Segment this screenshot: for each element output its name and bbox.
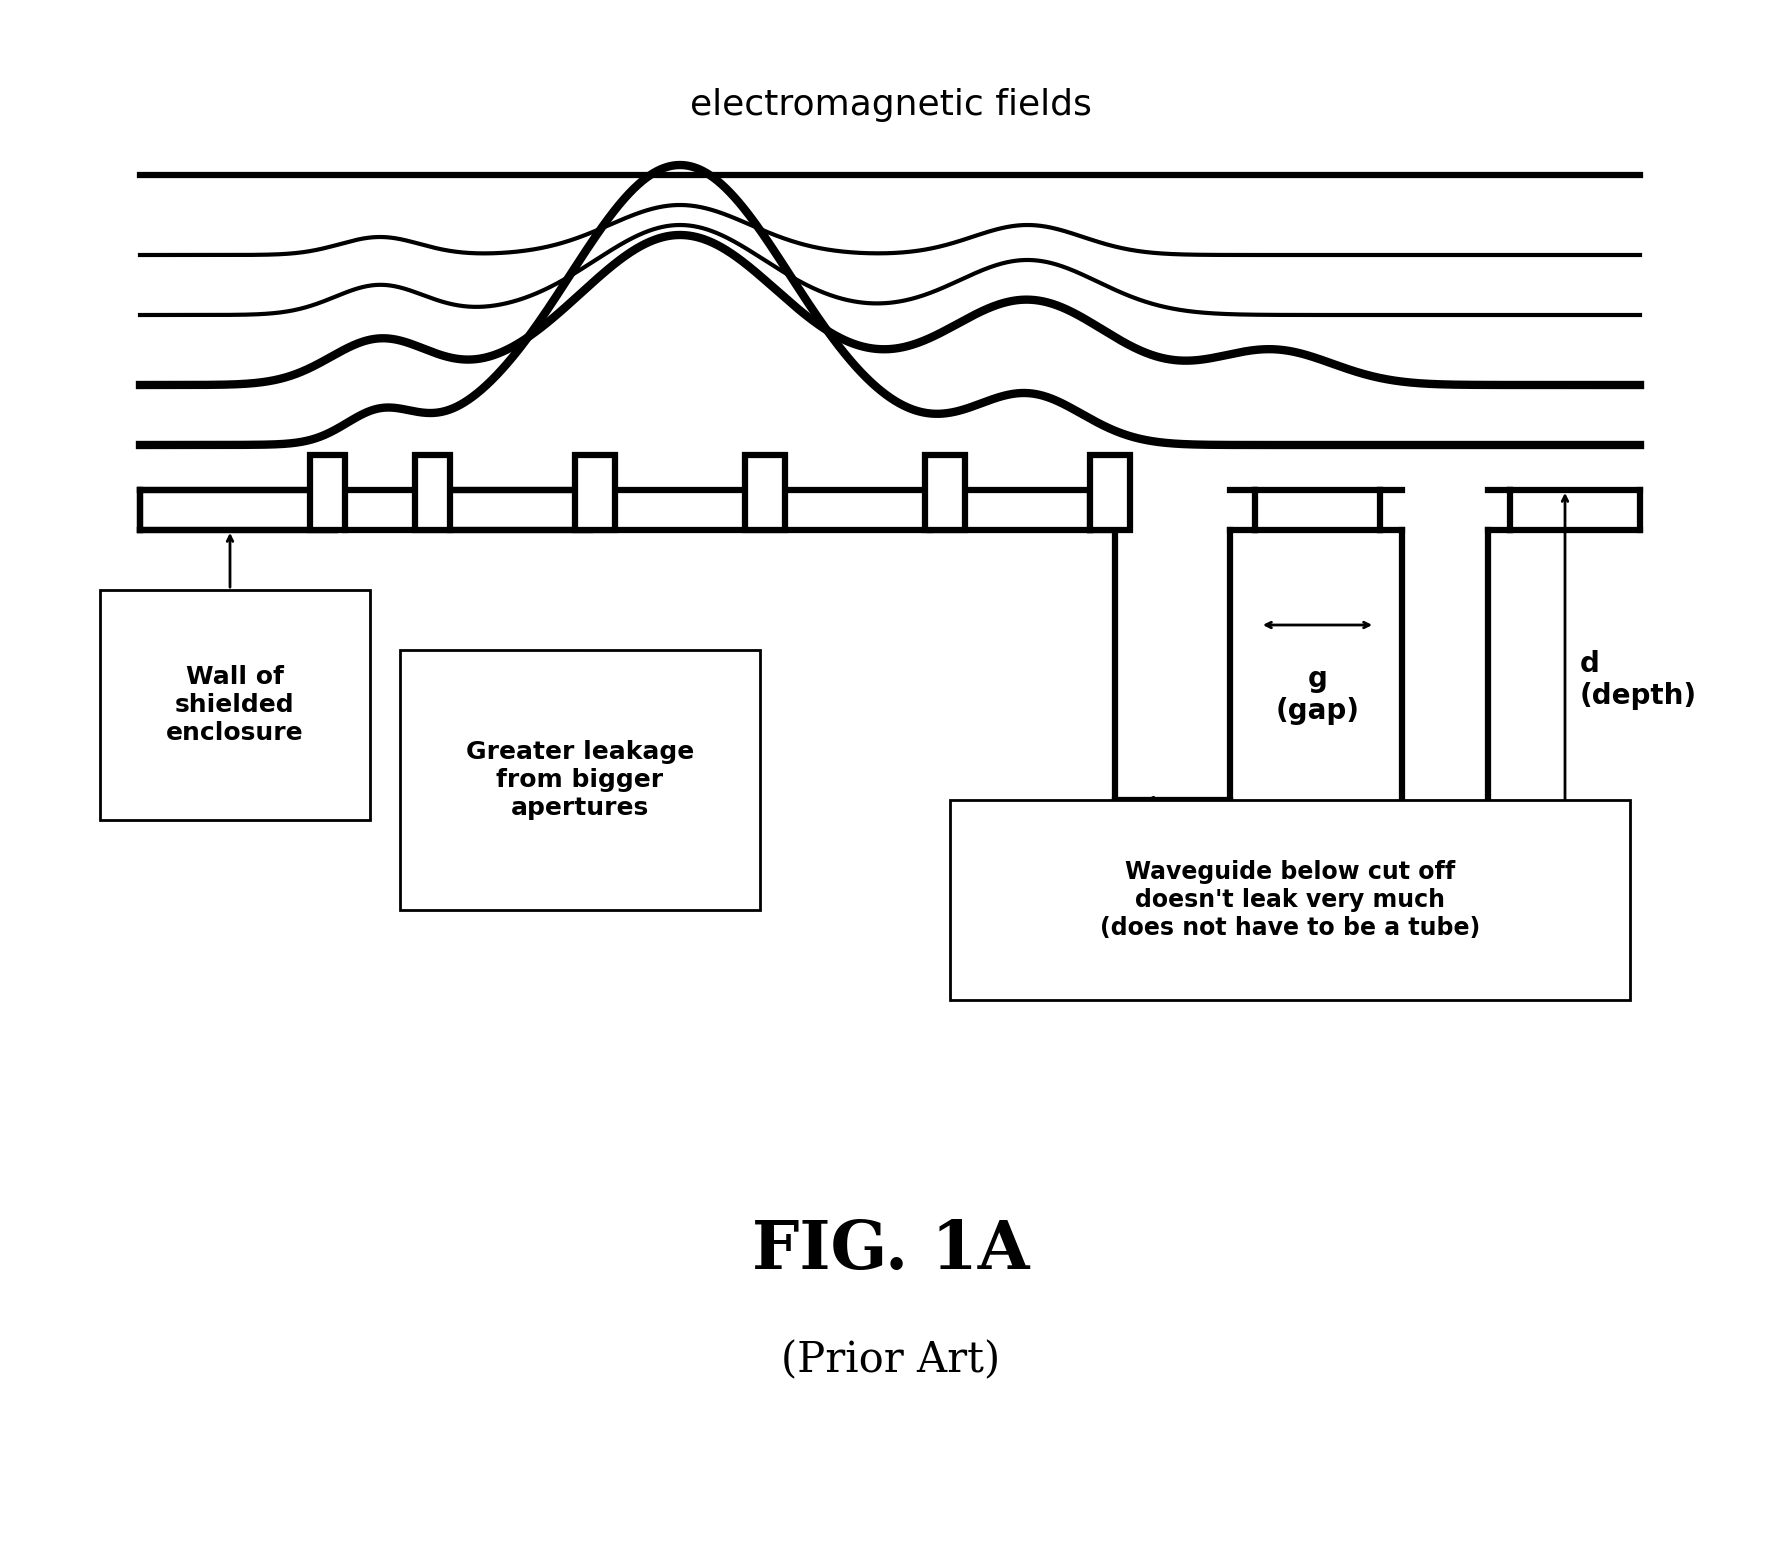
Bar bbox=[399, 650, 759, 910]
Bar bbox=[950, 800, 1629, 999]
Bar bbox=[925, 455, 964, 531]
Bar bbox=[574, 455, 615, 531]
Bar bbox=[415, 455, 449, 531]
Bar bbox=[100, 589, 371, 820]
Bar bbox=[310, 455, 344, 531]
Bar bbox=[1089, 455, 1130, 531]
Text: d
(depth): d (depth) bbox=[1579, 650, 1696, 710]
Text: Greater leakage
from bigger
apertures: Greater leakage from bigger apertures bbox=[465, 739, 693, 820]
Text: g
(gap): g (gap) bbox=[1274, 665, 1358, 726]
Bar bbox=[745, 455, 784, 531]
Text: (Prior Art): (Prior Art) bbox=[781, 1340, 1000, 1381]
Text: FIG. 1A: FIG. 1A bbox=[752, 1217, 1030, 1282]
Text: Wall of
shielded
enclosure: Wall of shielded enclosure bbox=[166, 665, 303, 744]
Text: electromagnetic fields: electromagnetic fields bbox=[690, 88, 1091, 122]
Text: Waveguide below cut off
doesn't leak very much
(does not have to be a tube): Waveguide below cut off doesn't leak ver… bbox=[1099, 860, 1479, 939]
